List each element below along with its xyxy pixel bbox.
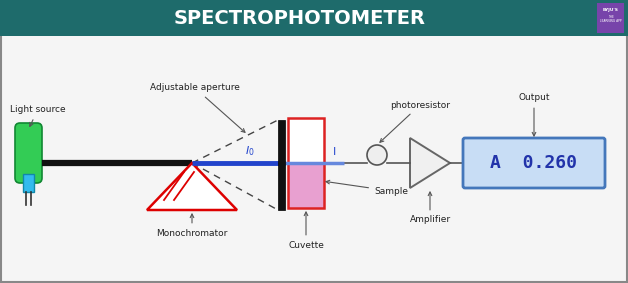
Text: photoresistor: photoresistor <box>380 100 450 142</box>
Bar <box>597 3 624 33</box>
Text: Output: Output <box>518 93 550 136</box>
Text: Sample: Sample <box>326 180 408 196</box>
Bar <box>0 0 628 36</box>
Text: I: I <box>332 147 335 157</box>
Polygon shape <box>410 138 450 188</box>
Bar <box>278 120 285 210</box>
Text: $I_0$: $I_0$ <box>245 144 255 158</box>
Text: BYJU'S: BYJU'S <box>602 8 619 12</box>
FancyBboxPatch shape <box>15 123 42 183</box>
Bar <box>288 163 324 208</box>
FancyBboxPatch shape <box>463 138 605 188</box>
Bar <box>372 147 382 163</box>
Text: Monochromator: Monochromator <box>156 214 228 237</box>
Text: Amplifier: Amplifier <box>409 192 450 224</box>
Bar <box>288 118 324 163</box>
Text: A  0.260: A 0.260 <box>490 154 578 172</box>
Bar <box>23 174 34 192</box>
Polygon shape <box>147 163 237 210</box>
Text: Light source: Light source <box>10 106 65 127</box>
Text: Adjustable aperture: Adjustable aperture <box>150 83 245 132</box>
Circle shape <box>367 145 387 165</box>
Text: Cuvette: Cuvette <box>288 212 324 250</box>
Text: SPECTROPHOTOMETER: SPECTROPHOTOMETER <box>174 8 426 27</box>
Text: THE
LEARNING APP: THE LEARNING APP <box>600 15 621 23</box>
